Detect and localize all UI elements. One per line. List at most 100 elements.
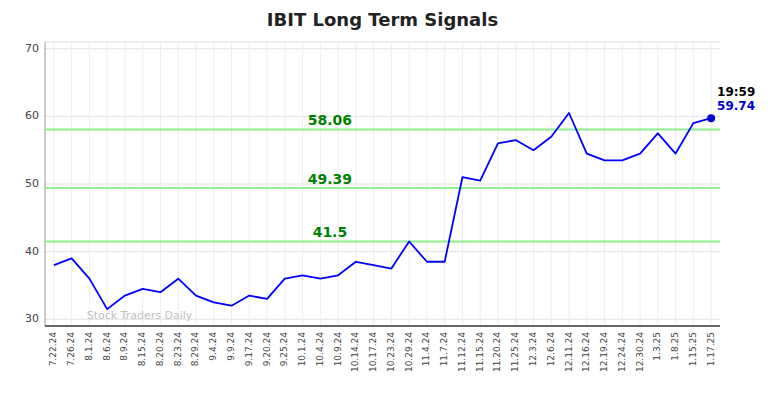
x-grid-line [355, 42, 356, 326]
x-grid-line [444, 42, 445, 326]
x-grid-line [160, 42, 161, 326]
x-tick-label: 8.1.24 [84, 332, 94, 361]
x-grid-line [391, 42, 392, 326]
y-grid-line [45, 251, 720, 252]
x-tick-label: 11.25.24 [510, 332, 520, 372]
grid [45, 42, 720, 326]
x-grid-line [213, 42, 214, 326]
x-tick-label: 7.22.24 [48, 332, 58, 367]
x-grid-line [107, 42, 108, 326]
x-tick-label: 12.24.24 [617, 332, 627, 372]
x-axis: 7.22.24 7.26.24 8.1.24 8.6.24 8.9.24 8.15.24 8… [48, 332, 715, 372]
hline-label: 58.06 [308, 112, 352, 128]
hline [45, 128, 720, 130]
y-tick-label: 60 [25, 109, 39, 122]
x-grid-line [178, 42, 179, 326]
x-tick-label: 11.15.24 [475, 332, 485, 372]
hline-label: 49.39 [308, 171, 352, 187]
x-tick-label: 12.19.24 [599, 332, 609, 372]
x-tick-label: 9.9.24 [226, 332, 236, 361]
x-tick-label: 12.30.24 [635, 332, 645, 372]
x-tick-label: 12.6.24 [546, 332, 556, 367]
x-grid-line [657, 42, 658, 326]
x-tick-label: 12.3.24 [528, 332, 538, 367]
x-tick-label: 10.29.24 [404, 332, 414, 372]
hline-label: 41.5 [313, 224, 348, 240]
chart: 30 40 50 60 70 7.22.24 7.26.24 8.1.24 8.6.24 8.9.… [0, 0, 784, 398]
y-tick-label: 50 [25, 177, 39, 190]
hline [45, 187, 720, 189]
x-grid-line [693, 42, 694, 326]
x-tick-label: 10.14.24 [350, 332, 360, 372]
x-tick-label: 1.17.25 [706, 332, 716, 366]
x-tick-label: 8.9.24 [119, 332, 129, 361]
x-tick-label: 12.16.24 [581, 332, 591, 372]
x-grid-line [569, 42, 570, 326]
x-grid-line [604, 42, 605, 326]
x-tick-label: 8.29.24 [190, 332, 200, 367]
x-tick-label: 10.4.24 [315, 332, 325, 367]
x-grid-line [711, 42, 712, 326]
x-tick-label: 10.17.24 [368, 332, 378, 372]
y-tick-label: 70 [25, 42, 39, 55]
x-tick-label: 9.4.24 [208, 332, 218, 361]
x-grid-line [409, 42, 410, 326]
x-grid-line [462, 42, 463, 326]
x-tick-label: 11.12.24 [457, 332, 467, 372]
marks [45, 113, 720, 309]
x-tick-label: 11.4.24 [421, 332, 431, 367]
plot-top-edge [45, 42, 720, 43]
x-tick-label: 9.25.24 [279, 332, 289, 367]
y-tick-label: 40 [25, 245, 39, 258]
y-axis-line [45, 42, 46, 326]
x-tick-label: 1.15.25 [688, 332, 698, 366]
x-tick-label: 9.20.24 [262, 332, 272, 367]
x-grid-line [373, 42, 374, 326]
watermark: Stock Traders Daily [87, 309, 193, 322]
x-grid-line [515, 42, 516, 326]
hline [45, 240, 720, 242]
x-tick-label: 10.23.24 [386, 332, 396, 372]
last-point-dot [707, 114, 715, 122]
last-point-value: 59.74 [717, 99, 755, 113]
y-tick-label: 30 [25, 312, 39, 325]
x-tick-label: 1.3.25 [652, 332, 662, 361]
x-grid-line [302, 42, 303, 326]
x-grid-line [426, 42, 427, 326]
x-tick-label: 10.1.24 [297, 332, 307, 367]
x-grid-line [622, 42, 623, 326]
x-grid-line [231, 42, 232, 326]
x-axis-line [45, 325, 720, 327]
x-grid-line [195, 42, 196, 326]
y-axis: 30 40 50 60 70 [25, 42, 39, 325]
last-point-time: 19:59 [717, 85, 755, 99]
price-line [54, 113, 711, 309]
x-grid-line [249, 42, 250, 326]
x-tick-label: 12.11.24 [564, 332, 574, 372]
y-grid-line [45, 116, 720, 117]
x-tick-label: 8.15.24 [137, 332, 147, 367]
x-grid-line [480, 42, 481, 326]
x-grid-line [586, 42, 587, 326]
x-grid-line [533, 42, 534, 326]
x-tick-label: 8.6.24 [102, 332, 112, 361]
x-grid-line [640, 42, 641, 326]
x-grid-line [89, 42, 90, 326]
x-grid-line [284, 42, 285, 326]
x-tick-label: 8.23.24 [173, 332, 183, 367]
title: IBIT Long Term Signals [267, 9, 498, 30]
x-grid-line [124, 42, 125, 326]
x-tick-label: 1.8.25 [670, 332, 680, 361]
x-grid-line [53, 42, 54, 326]
x-grid-line [675, 42, 676, 326]
x-tick-label: 10.9.24 [333, 332, 343, 367]
x-grid-line [267, 42, 268, 326]
x-tick-label: 8.20.24 [155, 332, 165, 367]
x-grid-line [497, 42, 498, 326]
x-tick-label: 11.20.24 [492, 332, 502, 372]
y-grid-line [45, 48, 720, 49]
y-grid-line [45, 184, 720, 185]
x-tick-label: 7.26.24 [66, 332, 76, 367]
x-grid-line [71, 42, 72, 326]
x-tick-label: 11.7.24 [439, 332, 449, 367]
